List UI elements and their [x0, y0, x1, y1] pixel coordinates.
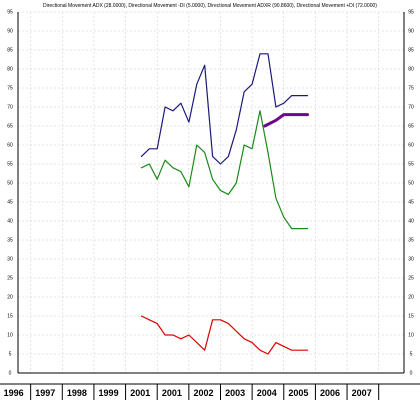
- y-tick-label-left: 15: [7, 314, 13, 320]
- y-tick-label-left: 65: [7, 124, 13, 130]
- y-tick-label-right: 15: [408, 314, 414, 320]
- y-tick-label-right: 60: [408, 143, 414, 149]
- y-tick-label-left: 50: [7, 181, 13, 187]
- y-tick-label-right: 45: [408, 200, 414, 206]
- y-tick-label-left: 55: [7, 162, 13, 168]
- x-tick-label: 2001: [162, 388, 182, 398]
- y-tick-label-right: 70: [408, 105, 414, 111]
- x-tick-label: 2004: [257, 388, 277, 398]
- y-tick-label-left: 20: [7, 295, 13, 301]
- y-tick-label-left: 70: [7, 105, 13, 111]
- y-tick-label-right: 50: [408, 181, 414, 187]
- y-tick-label-right: 10: [408, 333, 414, 339]
- y-tick-label-left: 80: [7, 67, 13, 73]
- x-tick-label: 1997: [35, 388, 55, 398]
- y-tick-label-left: 35: [7, 238, 13, 244]
- y-tick-label-right: 40: [408, 219, 414, 225]
- y-tick-label-left: 45: [7, 200, 13, 206]
- x-tick-label: 2006: [320, 388, 340, 398]
- y-tick-label-right: 5: [410, 352, 413, 358]
- series-line-2: [263, 113, 309, 128]
- y-tick-label-left: 10: [7, 333, 13, 339]
- series-line-3: [140, 315, 309, 355]
- y-tick-label-right: 85: [408, 48, 414, 54]
- y-tick-label-right: 75: [408, 86, 414, 92]
- x-tick-label: 1996: [4, 388, 24, 398]
- series-line-1: [140, 110, 309, 230]
- y-tick-label-left: 0: [9, 371, 12, 377]
- y-tick-label-right: 90: [408, 29, 414, 35]
- y-tick-label-left: 95: [7, 10, 13, 16]
- y-tick-label-right: 20: [408, 295, 414, 301]
- x-tick-label: 2002: [193, 388, 213, 398]
- y-tick-label-right: 25: [408, 276, 414, 282]
- x-tick-label: 1999: [99, 388, 119, 398]
- y-tick-label-left: 90: [7, 29, 13, 35]
- y-tick-label-left: 75: [7, 86, 13, 92]
- y-tick-label-left: 30: [7, 257, 13, 263]
- x-tick-label: 1998: [67, 388, 87, 398]
- y-tick-label-left: 85: [7, 48, 13, 54]
- x-tick-label: 2005: [288, 388, 308, 398]
- y-tick-label-right: 95: [408, 10, 414, 16]
- grid-layer: [18, 11, 404, 374]
- y-tick-label-right: 80: [408, 67, 414, 73]
- y-tick-label-right: 35: [408, 238, 414, 244]
- x-tick-label: 2001: [130, 388, 150, 398]
- y-tick-label-right: 0: [410, 371, 413, 377]
- y-tick-label-right: 55: [408, 162, 414, 168]
- y-tick-label-right: 65: [408, 124, 414, 130]
- y-tick-label-right: 30: [408, 257, 414, 263]
- x-tick-label: 2007: [352, 388, 372, 398]
- y-tick-label-left: 25: [7, 276, 13, 282]
- x-tick-label: 2003: [225, 388, 245, 398]
- chart-title: Directional Movement ADX (28.0000), Dire…: [43, 3, 377, 9]
- series-line-0: [140, 53, 309, 165]
- y-tick-label-left: 60: [7, 143, 13, 149]
- y-tick-label-left: 40: [7, 219, 13, 225]
- y-tick-label-left: 5: [9, 352, 12, 358]
